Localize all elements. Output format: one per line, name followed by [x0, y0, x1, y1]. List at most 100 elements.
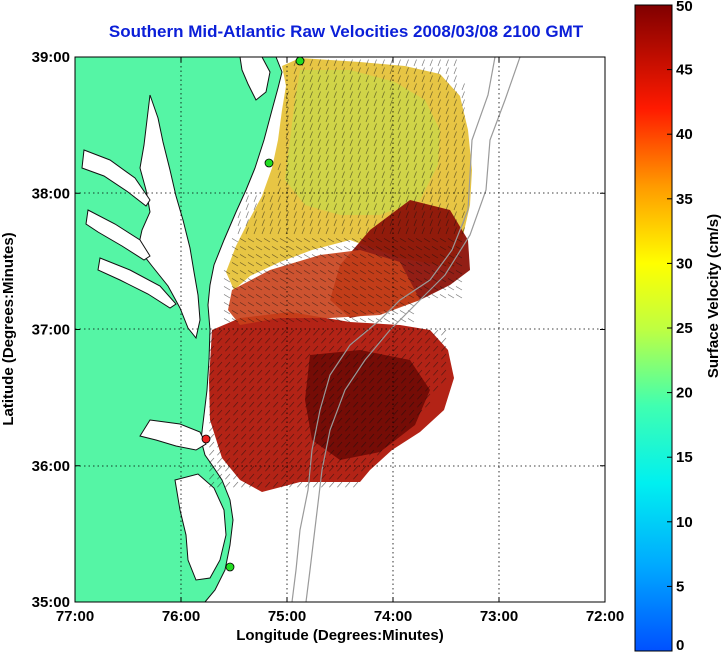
velocity-arrow — [333, 99, 337, 107]
velocity-arrow — [231, 238, 239, 243]
velocity-arrow — [319, 246, 327, 251]
velocity-arrow — [453, 203, 457, 211]
velocity-arrow — [413, 99, 417, 107]
velocity-arrow — [317, 179, 321, 187]
velocity-arrow — [233, 369, 239, 376]
velocity-arrow — [263, 246, 271, 251]
velocity-arrow — [351, 318, 359, 323]
velocity-arrow — [289, 353, 295, 360]
velocity-arrow — [225, 329, 231, 336]
velocity-arrow — [361, 361, 367, 368]
velocity-arrow — [441, 345, 447, 352]
velocity-arrow — [233, 409, 239, 416]
velocity-arrow — [381, 155, 385, 163]
velocity-arrow — [365, 123, 369, 131]
velocity-arrow — [273, 353, 279, 360]
velocity-arrow — [289, 417, 295, 424]
velocity-arrow — [349, 83, 353, 91]
velocity-arrow — [415, 278, 423, 283]
velocity-arrow — [249, 409, 255, 416]
velocity-arrow — [305, 425, 311, 432]
velocity-arrow — [461, 107, 465, 115]
velocity-arrow — [429, 83, 433, 91]
velocity-arrow — [425, 329, 431, 336]
velocity-arrow — [423, 238, 431, 243]
velocity-arrow — [357, 115, 361, 123]
velocity-arrow — [409, 353, 415, 360]
velocity-arrow — [257, 409, 263, 416]
velocity-arrow — [413, 67, 417, 75]
velocity-arrow — [389, 147, 393, 155]
velocity-arrow — [413, 139, 417, 147]
velocity-arrow — [241, 457, 247, 464]
velocity-arrow — [377, 369, 383, 376]
velocity-arrow — [453, 115, 457, 123]
velocity-arrow — [349, 123, 353, 131]
velocity-arrow — [225, 441, 231, 448]
velocity-arrow — [333, 179, 337, 187]
velocity-arrow — [353, 449, 359, 456]
velocity-arrow — [385, 417, 391, 424]
velocity-arrow — [367, 278, 375, 283]
velocity-arrow — [437, 75, 441, 83]
velocity-arrow — [357, 147, 361, 155]
velocity-arrow — [257, 393, 263, 400]
velocity-arrow — [343, 318, 351, 323]
velocity-arrow — [341, 227, 345, 235]
velocity-arrow — [425, 401, 431, 408]
velocity-arrow — [209, 329, 215, 336]
velocity-arrow — [337, 481, 343, 488]
velocity-arrow — [309, 179, 313, 187]
velocity-arrow — [389, 91, 393, 99]
velocity-arrow — [357, 187, 361, 195]
velocity-arrow — [281, 433, 287, 440]
velocity-arrow — [373, 195, 377, 203]
velocity-arrow — [385, 337, 391, 344]
velocity-arrow — [209, 377, 215, 384]
velocity-arrow — [325, 187, 329, 195]
velocity-arrow — [439, 254, 447, 259]
velocity-arrow — [335, 310, 343, 315]
velocity-arrow — [345, 361, 351, 368]
velocity-arrow — [405, 123, 409, 131]
velocity-arrow — [365, 67, 369, 75]
velocity-arrow — [255, 246, 263, 251]
velocity-arrow — [217, 481, 223, 488]
velocity-arrow — [429, 91, 433, 99]
velocity-arrow — [429, 171, 433, 179]
velocity-arrow — [327, 270, 335, 275]
velocity-arrow — [319, 278, 327, 283]
velocity-arrow — [297, 377, 303, 384]
velocity-arrow — [281, 353, 287, 360]
velocity-arrow — [293, 187, 297, 195]
velocity-arrow — [319, 318, 327, 323]
velocity-arrow — [277, 211, 281, 219]
velocity-arrow — [407, 270, 415, 275]
velocity-arrow — [257, 473, 263, 480]
velocity-arrow — [425, 345, 431, 352]
velocity-arrow — [397, 139, 401, 147]
velocity-arrow — [321, 377, 327, 384]
velocity-arrow — [313, 385, 319, 392]
velocity-arrow — [289, 473, 295, 480]
velocity-arrow — [271, 246, 279, 251]
velocity-arrow — [309, 75, 313, 83]
velocity-arrow — [241, 473, 247, 480]
velocity-arrow — [429, 195, 433, 203]
velocity-arrow — [375, 286, 383, 291]
velocity-arrow — [263, 262, 271, 267]
velocity-arrow — [301, 107, 305, 115]
velocity-arrow — [341, 219, 345, 227]
velocity-arrow — [305, 345, 311, 352]
velocity-arrow — [361, 425, 367, 432]
velocity-arrow — [367, 302, 375, 307]
velocity-arrow — [231, 278, 239, 283]
velocity-arrow — [265, 369, 271, 376]
velocity-arrow — [273, 361, 279, 368]
velocity-arrow — [353, 409, 359, 416]
velocity-arrow — [309, 163, 313, 171]
velocity-arrow — [377, 353, 383, 360]
velocity-arrow — [365, 139, 369, 147]
velocity-arrow — [257, 425, 263, 432]
velocity-arrow — [223, 278, 231, 283]
